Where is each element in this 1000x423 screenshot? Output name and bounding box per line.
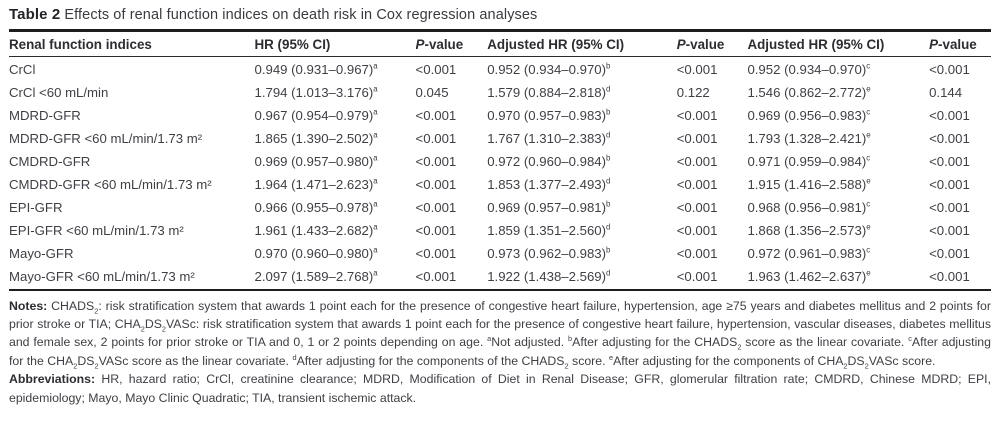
data-cell: 0.970 (0.960–0.980)a [254,245,378,261]
data-cell: 1.865 (1.390–2.502)a [254,130,378,146]
data-cell: <0.001 [415,177,457,192]
data-cell: <0.001 [676,223,718,238]
data-cell: 0.045 [415,85,449,100]
row-label: CMDRD-GFR <60 mL/min/1.73 m² [9,177,212,192]
data-cell: 1.794 (1.013–3.176)a [254,84,378,100]
table-abbreviations: Abbreviations: HR, hazard ratio; CrCl, c… [9,372,991,405]
row-label: MDRD-GFR [9,108,81,123]
data-cell: <0.001 [415,108,457,123]
column-header: P-value [415,30,488,57]
data-cell: 0.949 (0.931–0.967)a [254,61,378,77]
data-cell: <0.001 [676,154,718,169]
data-cell: <0.001 [415,246,457,261]
data-cell: <0.001 [929,154,970,169]
header-row: Renal function indices HR (95% CI) P-value… [9,30,991,57]
column-header: HR (95% CI) [254,30,416,57]
data-cell: <0.001 [676,246,718,261]
data-cell: 1.868 (1.356–2.573)e [747,222,871,238]
data-cell: <0.001 [929,246,970,261]
data-cell: <0.001 [929,223,970,238]
data-cell: 0.972 (0.960–0.984)b [487,153,611,169]
data-cell: <0.001 [415,200,457,215]
table-row: EPI-GFR <60 mL/min/1.73 m² 1.961 (1.433–2… [9,220,991,243]
row-label: Mayo-GFR <60 mL/min/1.73 m² [9,269,195,284]
data-cell: 1.767 (1.310–2.383)d [487,130,611,146]
row-label: EPI-GFR [9,200,63,215]
table-row: CrCl <60 mL/min 1.794 (1.013–3.176)a 0.045… [9,82,991,105]
data-cell: <0.001 [676,62,718,77]
data-cell: <0.001 [929,269,970,284]
table-row: MDRD-GFR 0.967 (0.954–0.979)a <0.001 0.970 … [9,105,991,128]
data-cell: <0.001 [929,177,970,192]
column-header: P-value [929,30,991,57]
data-cell: <0.001 [415,131,457,146]
data-cell: 0.122 [676,85,710,100]
data-cell: <0.001 [929,200,970,215]
cox-regression-table: Renal function indices HR (95% CI) P-value… [9,29,991,291]
table-row: CrCl 0.949 (0.931–0.967)a <0.001 0.952 (0.9… [9,57,991,82]
row-label: MDRD-GFR <60 mL/min/1.73 m² [9,131,203,146]
data-cell: <0.001 [676,108,718,123]
data-cell: 2.097 (1.589–2.768)a [254,268,378,284]
table-caption: Effects of renal function indices on dea… [60,7,538,23]
data-cell: 0.952 (0.934–0.970)c [747,61,871,77]
data-cell: <0.001 [415,154,457,169]
row-label: Mayo-GFR [9,246,74,261]
table-body: CrCl 0.949 (0.931–0.967)a <0.001 0.952 (0.9… [9,57,991,290]
data-cell: 1.963 (1.462–2.637)e [747,268,871,284]
data-cell: <0.001 [676,177,718,192]
table-row: CMDRD-GFR 0.969 (0.957–0.980)a <0.001 0.972… [9,151,991,174]
column-header: Adjusted HR (95% CI) [747,30,930,57]
data-cell: 0.144 [929,85,963,100]
data-cell: 1.579 (0.884–2.818)d [487,84,611,100]
data-cell: <0.001 [929,62,970,77]
table-row: EPI-GFR 0.966 (0.955–0.978)a <0.001 0.969 (… [9,197,991,220]
data-cell: <0.001 [676,131,718,146]
table-row: Mayo-GFR 0.970 (0.960–0.980)a <0.001 0.973 … [9,243,991,266]
table-row: CMDRD-GFR <60 mL/min/1.73 m² 1.964 (1.471… [9,174,991,197]
data-cell: 0.973 (0.962–0.983)b [487,245,611,261]
data-cell: <0.001 [415,269,457,284]
data-cell: 1.546 (0.862–2.772)e [747,84,871,100]
row-label: CrCl [9,62,36,77]
table-row: MDRD-GFR <60 mL/min/1.73 m² 1.865 (1.390–… [9,128,991,151]
data-cell: 0.970 (0.957–0.983)b [487,107,611,123]
data-cell: <0.001 [929,108,970,123]
data-cell: 1.793 (1.328–2.421)e [747,130,871,146]
data-cell: <0.001 [929,131,970,146]
data-cell: 0.972 (0.961–0.983)c [747,245,871,261]
data-cell: 1.961 (1.433–2.682)a [254,222,378,238]
data-cell: 1.922 (1.438–2.569)d [487,268,611,284]
data-cell: 1.853 (1.377–2.493)d [487,176,611,192]
data-cell: 0.952 (0.934–0.970)b [487,61,611,77]
data-cell: 1.964 (1.471–2.623)a [254,176,378,192]
data-cell: 0.968 (0.956–0.981)c [747,199,871,215]
data-cell: 0.971 (0.959–0.984)c [747,153,871,169]
table-number: Table 2 [9,6,61,23]
row-label: CMDRD-GFR [9,154,91,169]
column-header: Adjusted HR (95% CI) [487,30,677,57]
data-cell: 0.969 (0.957–0.981)b [487,199,611,215]
data-cell: 0.969 (0.956–0.983)c [747,107,871,123]
data-cell: 1.915 (1.416–2.588)e [747,176,871,192]
data-cell: 1.859 (1.351–2.560)d [487,222,611,238]
data-cell: 0.966 (0.955–0.978)a [254,199,378,215]
data-cell: <0.001 [415,62,457,77]
table-row: Mayo-GFR <60 mL/min/1.73 m² 2.097 (1.589–… [9,266,991,290]
data-cell: <0.001 [676,200,718,215]
data-cell: 0.967 (0.954–0.979)a [254,107,378,123]
table-notes: Notes: CHADS2: risk stratification syste… [9,298,991,371]
column-header: P-value [676,30,748,57]
data-cell: 0.969 (0.957–0.980)a [254,153,378,169]
row-label: CrCl <60 mL/min [9,85,109,100]
column-header: Renal function indices [9,30,255,57]
data-cell: <0.001 [676,269,718,284]
row-label: EPI-GFR <60 mL/min/1.73 m² [9,223,184,238]
table-title: Table 2 Effects of renal function indice… [9,4,991,26]
data-cell: <0.001 [415,223,457,238]
